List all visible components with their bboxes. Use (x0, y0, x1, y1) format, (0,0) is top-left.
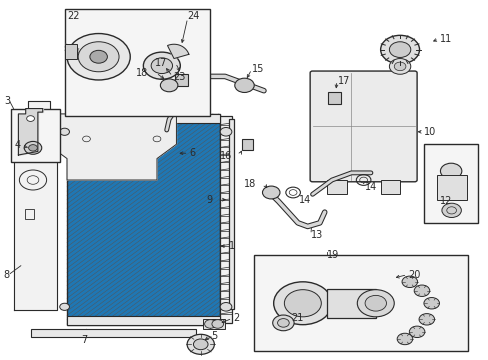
Text: 11: 11 (440, 34, 452, 44)
Bar (210, 319, 224, 329)
Circle shape (187, 334, 214, 354)
Circle shape (60, 128, 69, 135)
Text: 15: 15 (252, 64, 264, 74)
Circle shape (24, 141, 41, 154)
Bar (327, 92, 340, 104)
Text: 7: 7 (81, 335, 88, 345)
Bar (326, 289, 375, 318)
Circle shape (408, 326, 424, 338)
FancyBboxPatch shape (309, 71, 416, 182)
Bar (67, 316, 220, 325)
Circle shape (284, 290, 321, 317)
Text: 20: 20 (407, 270, 420, 280)
Bar (64, 44, 77, 59)
Circle shape (234, 78, 254, 93)
Circle shape (277, 319, 288, 327)
Bar (30, 329, 196, 337)
Circle shape (29, 145, 37, 151)
Bar (436, 175, 466, 200)
Circle shape (90, 50, 107, 63)
Text: 18: 18 (244, 179, 256, 189)
Text: 24: 24 (187, 11, 199, 21)
Text: 17: 17 (337, 76, 349, 86)
Bar (203, 319, 217, 329)
Circle shape (67, 33, 130, 80)
Text: 13: 13 (310, 230, 323, 240)
Circle shape (393, 62, 405, 71)
Polygon shape (14, 102, 57, 310)
Bar (424, 144, 477, 223)
Text: 18: 18 (136, 68, 148, 78)
Bar (220, 116, 232, 323)
Circle shape (357, 290, 393, 317)
Circle shape (193, 339, 207, 350)
Text: 9: 9 (206, 195, 212, 204)
Circle shape (160, 79, 178, 92)
Text: 10: 10 (424, 127, 436, 137)
Text: 14: 14 (364, 182, 376, 192)
Circle shape (388, 59, 410, 74)
Circle shape (204, 320, 216, 328)
Bar (64, 9, 210, 116)
Polygon shape (167, 44, 188, 59)
Text: 5: 5 (211, 332, 217, 342)
Circle shape (211, 320, 223, 328)
Text: 4: 4 (15, 140, 20, 150)
Bar (242, 139, 252, 150)
Text: 12: 12 (440, 197, 452, 206)
Circle shape (388, 42, 410, 58)
Circle shape (27, 116, 34, 121)
Bar (25, 208, 34, 219)
Circle shape (413, 285, 429, 296)
Circle shape (418, 314, 434, 325)
Circle shape (441, 203, 460, 217)
Text: 8: 8 (4, 270, 10, 280)
Bar (326, 180, 346, 194)
Circle shape (396, 333, 412, 345)
Circle shape (380, 35, 419, 64)
Bar (254, 255, 467, 351)
Circle shape (143, 52, 180, 79)
Circle shape (273, 282, 331, 325)
Text: 3: 3 (4, 96, 10, 107)
Circle shape (262, 186, 280, 199)
Text: 21: 21 (291, 312, 304, 323)
Text: 22: 22 (67, 11, 80, 21)
Text: 17: 17 (155, 58, 167, 68)
Circle shape (78, 42, 119, 72)
Text: 19: 19 (326, 250, 339, 260)
Bar (67, 114, 220, 123)
Circle shape (220, 127, 231, 136)
Circle shape (401, 276, 417, 288)
Circle shape (272, 315, 293, 331)
Text: 14: 14 (298, 195, 310, 204)
Bar (175, 74, 187, 86)
Bar (228, 119, 233, 309)
Text: 16: 16 (220, 151, 232, 161)
Polygon shape (19, 109, 42, 155)
Circle shape (365, 296, 386, 311)
Text: 6: 6 (189, 148, 195, 158)
Polygon shape (57, 114, 176, 180)
Circle shape (151, 58, 172, 73)
Circle shape (423, 297, 439, 309)
Bar (67, 114, 220, 325)
Bar (67, 114, 220, 325)
Circle shape (440, 163, 461, 179)
Text: 23: 23 (173, 72, 185, 82)
Text: 2: 2 (233, 313, 239, 323)
Bar (11, 109, 60, 162)
Bar (380, 180, 399, 194)
Text: 1: 1 (228, 241, 235, 251)
Circle shape (220, 302, 231, 311)
Circle shape (60, 303, 69, 310)
